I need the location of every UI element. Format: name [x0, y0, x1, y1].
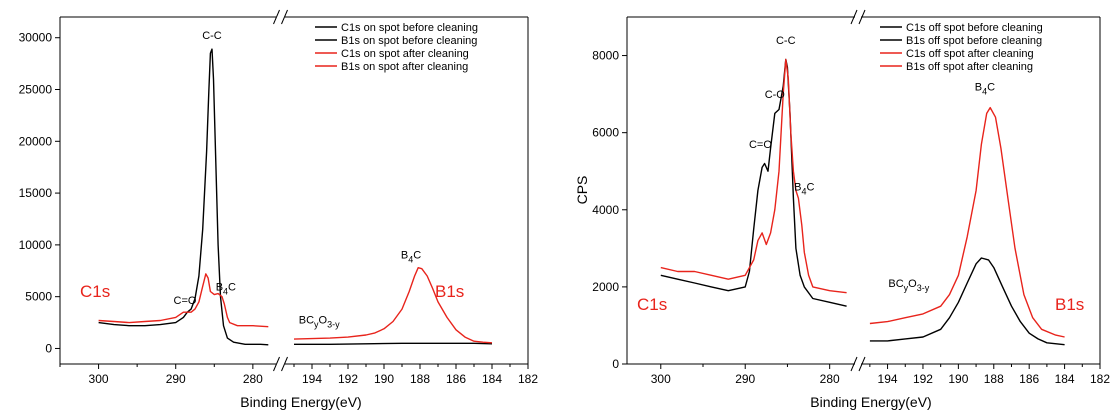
x-tick-label: 280 — [243, 372, 263, 386]
y-tick-label: 0 — [612, 357, 619, 371]
axis-break-mark — [273, 9, 280, 25]
x-tick-label: 290 — [735, 372, 755, 386]
x-tick-label: 190 — [374, 372, 394, 386]
y-tick-label: 6000 — [592, 126, 619, 140]
axis-break-mark — [273, 356, 280, 372]
axis-break-mark — [850, 9, 858, 25]
chart-panel-1: 0 5000 10000 15000 20000 25000 30000 300 290 280 1… — [19, 9, 538, 410]
x-tick-label: 300 — [651, 372, 671, 386]
axis-break-mark — [858, 356, 866, 372]
legend-label: C1s off spot before cleaning — [906, 22, 1043, 34]
x-tick-label: 186 — [446, 372, 466, 386]
peak-annotation: C-C — [202, 30, 222, 42]
x-tick-label: 300 — [89, 372, 109, 386]
peak-annotation: B4C — [216, 281, 236, 296]
axis-break-mark — [850, 356, 858, 372]
y-axis-title: CPS — [574, 176, 590, 205]
x-tick-label: 190 — [948, 372, 968, 386]
y-tick-label: 4000 — [592, 203, 619, 217]
x-tick-label: 192 — [338, 372, 358, 386]
legend-label: B1s on spot before cleaning — [341, 35, 477, 47]
legend-label: B1s on spot after cleaning — [341, 61, 468, 73]
axis-break-mark — [858, 9, 866, 25]
series-line-2 — [869, 257, 1065, 346]
series-line-3 — [98, 273, 269, 328]
y-tick-label: 15000 — [19, 186, 53, 200]
x-tick-label: 194 — [878, 372, 898, 386]
x-tick-label: 280 — [820, 372, 840, 386]
y-tick-label: 20000 — [19, 134, 53, 148]
x-tick-label: 182 — [1090, 372, 1110, 386]
y-tick-label: 5000 — [25, 290, 52, 304]
peak-annotation: C=O — [174, 295, 197, 307]
legend-label: C1s on spot before cleaning — [341, 22, 478, 34]
peak-annotation: B4C — [794, 182, 814, 197]
axis-break-mark — [281, 9, 288, 25]
region-label-c1s: C1s — [80, 282, 110, 301]
series-line-1 — [98, 48, 269, 346]
region-label-b1s: B1s — [1055, 295, 1084, 314]
x-axis-title: Binding Energy(eV) — [240, 394, 361, 410]
x-tick-label: 194 — [302, 372, 322, 386]
x-tick-label: 182 — [518, 372, 538, 386]
region-label-b1s: B1s — [435, 282, 464, 301]
peak-annotation: BCyO3-y — [888, 278, 929, 293]
series-line-4 — [293, 267, 493, 344]
x-tick-label: 290 — [166, 372, 186, 386]
series-line-4 — [869, 106, 1065, 338]
legend-label: B1s off spot before cleaning — [906, 35, 1042, 47]
x-tick-label: 186 — [1019, 372, 1039, 386]
x-axis-title: Binding Energy(eV) — [810, 394, 931, 410]
x-tick-label: 184 — [482, 372, 502, 386]
x-tick-label: 184 — [1055, 372, 1075, 386]
series-line-3 — [660, 58, 847, 294]
y-tick-label: 25000 — [19, 83, 53, 97]
y-tick-label: 0 — [45, 341, 52, 355]
y-tick-label: 2000 — [592, 280, 619, 294]
region-label-c1s: C1s — [637, 295, 667, 314]
series-line-2 — [294, 342, 493, 345]
peak-annotation: B4C — [975, 81, 995, 96]
peak-annotation: B4C — [401, 249, 421, 264]
y-tick-label: 8000 — [592, 49, 619, 63]
series-line-1 — [660, 58, 847, 307]
legend-label: C1s off spot after cleaning — [906, 48, 1034, 60]
x-tick-label: 188 — [984, 372, 1004, 386]
y-tick-label: 10000 — [19, 238, 53, 252]
peak-annotation: C-C — [776, 35, 796, 47]
y-tick-label: 30000 — [19, 31, 53, 45]
axis-break-mark — [281, 356, 288, 372]
peak-annotation: BCyO3-y — [299, 315, 340, 330]
peak-annotation: C-O — [765, 89, 786, 101]
x-tick-label: 188 — [410, 372, 430, 386]
peak-annotation: C=O — [749, 139, 772, 151]
x-tick-label: 192 — [913, 372, 933, 386]
chart-panel-2: 0 2000 4000 6000 8000 300 290 280 194 192 190 188 18… — [574, 9, 1110, 410]
legend-label: B1s off spot after cleaning — [906, 61, 1033, 73]
legend-label: C1s on spot after cleaning — [341, 48, 469, 60]
